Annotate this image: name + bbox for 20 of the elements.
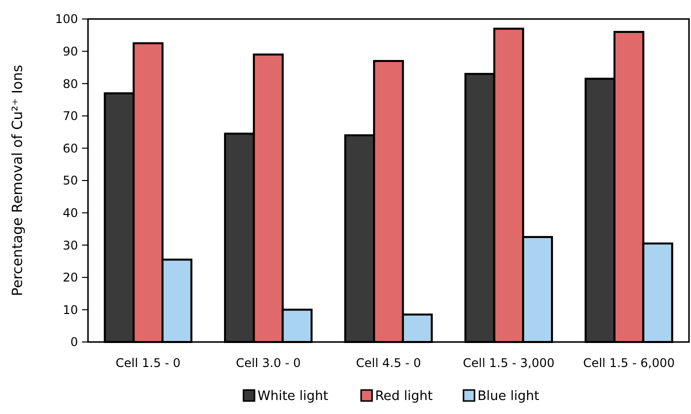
y-tick-label: 20 [62, 270, 78, 285]
x-tick-label: Cell 4.5 - 0 [356, 356, 421, 370]
x-tick-label: Cell 3.0 - 0 [236, 356, 301, 370]
x-tick-label: Cell 1.5 - 3,000 [462, 356, 555, 370]
legend-label: Red light [375, 389, 433, 404]
legend-label: White light [258, 389, 328, 404]
y-tick-label: 0 [70, 335, 78, 350]
y-axis-title: Percentage Removal of Cu²⁺ Ions [10, 64, 26, 296]
y-tick-label: 10 [62, 302, 78, 317]
y-tick-label: 60 [62, 141, 78, 156]
x-tick-label: Cell 1.5 - 0 [116, 356, 181, 370]
y-tick-label: 40 [62, 206, 78, 220]
y-tick-label: 90 [62, 44, 78, 58]
legend-label: Blue light [478, 389, 540, 404]
y-tick-label: 80 [62, 76, 78, 91]
y-tick-label: 30 [62, 238, 78, 252]
x-tick-label: Cell 1.5 - 6,000 [583, 356, 675, 370]
y-tick-label: 70 [62, 109, 78, 124]
y-tick-label: 50 [62, 174, 78, 188]
y-tick-label: 100 [55, 12, 78, 26]
